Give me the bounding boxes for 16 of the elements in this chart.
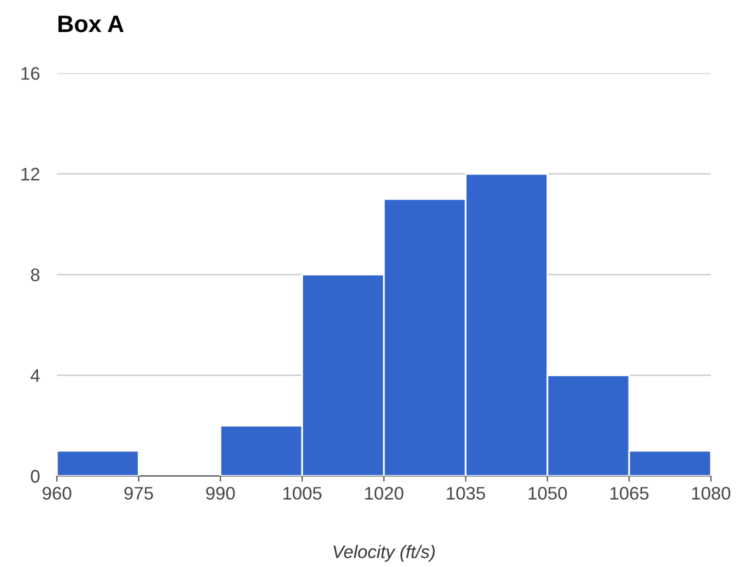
y-tick-label: 16 — [22, 67, 40, 80]
x-tick-label: 1020 — [365, 486, 404, 500]
chart-title: Box A — [58, 16, 124, 32]
y-tick-label: 4 — [30, 369, 40, 382]
x-tick-label: 960 — [42, 486, 72, 500]
x-tick-label: 1035 — [446, 486, 485, 500]
x-tick-label: 990 — [206, 486, 235, 500]
x-tick-label: 1005 — [283, 486, 322, 500]
y-tick-label: 12 — [22, 168, 40, 180]
x-axis-title: Velocity (ft/s) — [334, 544, 435, 562]
x-tick-label: 1080 — [692, 486, 730, 500]
x-tick-label: 975 — [124, 486, 153, 500]
x-tick-label: 1065 — [610, 486, 648, 500]
y-tick-label: 0 — [30, 470, 40, 483]
x-tick-label: 1050 — [528, 486, 567, 500]
y-tick-label: 8 — [30, 268, 40, 282]
